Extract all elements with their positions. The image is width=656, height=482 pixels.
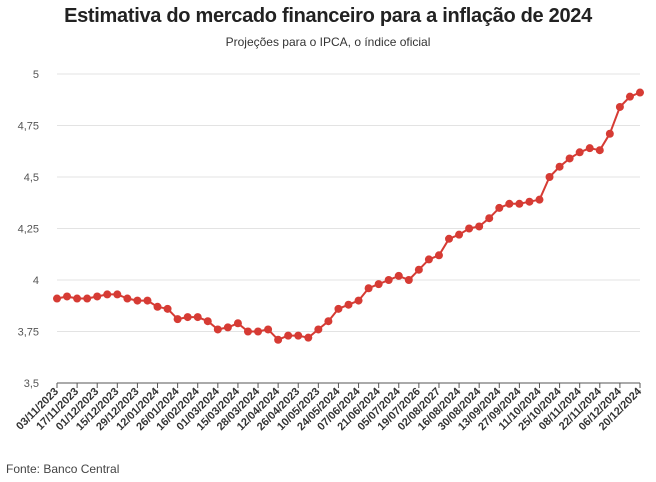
data-point <box>625 92 634 101</box>
data-point <box>53 294 61 303</box>
y-tick-label: 4,25 <box>18 224 39 236</box>
data-point <box>384 276 393 284</box>
y-axis-ticks: 3,5 3,75 4 4,25 4,5 4,75 5 <box>18 69 39 390</box>
data-point <box>223 323 232 332</box>
data-point <box>465 224 474 233</box>
data-point <box>243 327 252 336</box>
chart-subtitle: Projeções para o IPCA, o índice oficial <box>225 35 431 49</box>
line-chart: 3,5 3,75 4 4,25 4,5 4,75 5 03/11/202317/11/202… <box>14 69 645 433</box>
y-tick-label: 5 <box>33 69 39 81</box>
data-point <box>123 294 132 303</box>
data-point <box>203 317 212 326</box>
data-point <box>284 331 293 340</box>
data-point <box>394 271 403 280</box>
data-point <box>495 203 504 212</box>
data-point <box>605 129 614 138</box>
data-point <box>113 290 122 299</box>
x-axis-ticks: 03/11/202317/11/202301/12/202315/12/2023… <box>14 383 645 433</box>
data-point <box>585 144 594 153</box>
data-point <box>414 265 423 274</box>
data-point <box>595 146 604 155</box>
grid-lines <box>57 73 640 332</box>
data-point <box>545 173 554 181</box>
data-point <box>274 335 283 344</box>
data-point <box>404 276 413 284</box>
data-point <box>636 88 644 97</box>
chart-title: Estimativa do mercado financeiro para a … <box>64 5 592 27</box>
data-point <box>445 234 454 243</box>
data-point <box>434 251 443 260</box>
data-point <box>535 195 544 204</box>
data-point <box>354 296 363 305</box>
y-tick-label: 4,5 <box>24 172 39 184</box>
data-point <box>183 313 192 322</box>
data-point <box>153 302 162 311</box>
data-point <box>193 313 202 322</box>
data-point <box>364 284 373 293</box>
data-point <box>455 230 464 239</box>
data-point <box>294 331 303 340</box>
y-tick-label: 4 <box>33 275 39 287</box>
y-tick-label: 4,75 <box>18 121 39 133</box>
data-point <box>555 162 564 171</box>
data-point <box>565 154 574 163</box>
data-point <box>103 290 112 299</box>
data-point <box>314 325 323 334</box>
data-point <box>73 294 82 303</box>
data-point <box>163 304 172 313</box>
y-tick-label: 3,5 <box>24 378 39 390</box>
data-point <box>575 148 584 157</box>
data-point <box>525 197 534 206</box>
data-point <box>505 199 514 208</box>
data-point <box>615 102 624 111</box>
data-point <box>334 304 343 313</box>
data-point <box>264 325 273 334</box>
data-point <box>254 327 263 336</box>
data-point <box>374 280 383 289</box>
data-point <box>143 296 152 305</box>
data-point <box>173 315 182 324</box>
data-point <box>424 255 433 264</box>
data-point <box>485 214 494 223</box>
data-point <box>233 319 242 328</box>
data-point <box>83 294 92 303</box>
data-point <box>304 333 313 342</box>
data-point <box>93 292 102 301</box>
data-point <box>344 300 353 309</box>
data-point <box>213 325 222 334</box>
y-tick-label: 3,75 <box>18 327 39 339</box>
data-point <box>475 222 484 231</box>
data-point <box>133 296 142 305</box>
series <box>53 88 644 344</box>
data-point <box>63 292 72 301</box>
data-point <box>515 199 524 208</box>
data-point <box>324 317 333 326</box>
source-note: Fonte: Banco Central <box>6 462 120 476</box>
